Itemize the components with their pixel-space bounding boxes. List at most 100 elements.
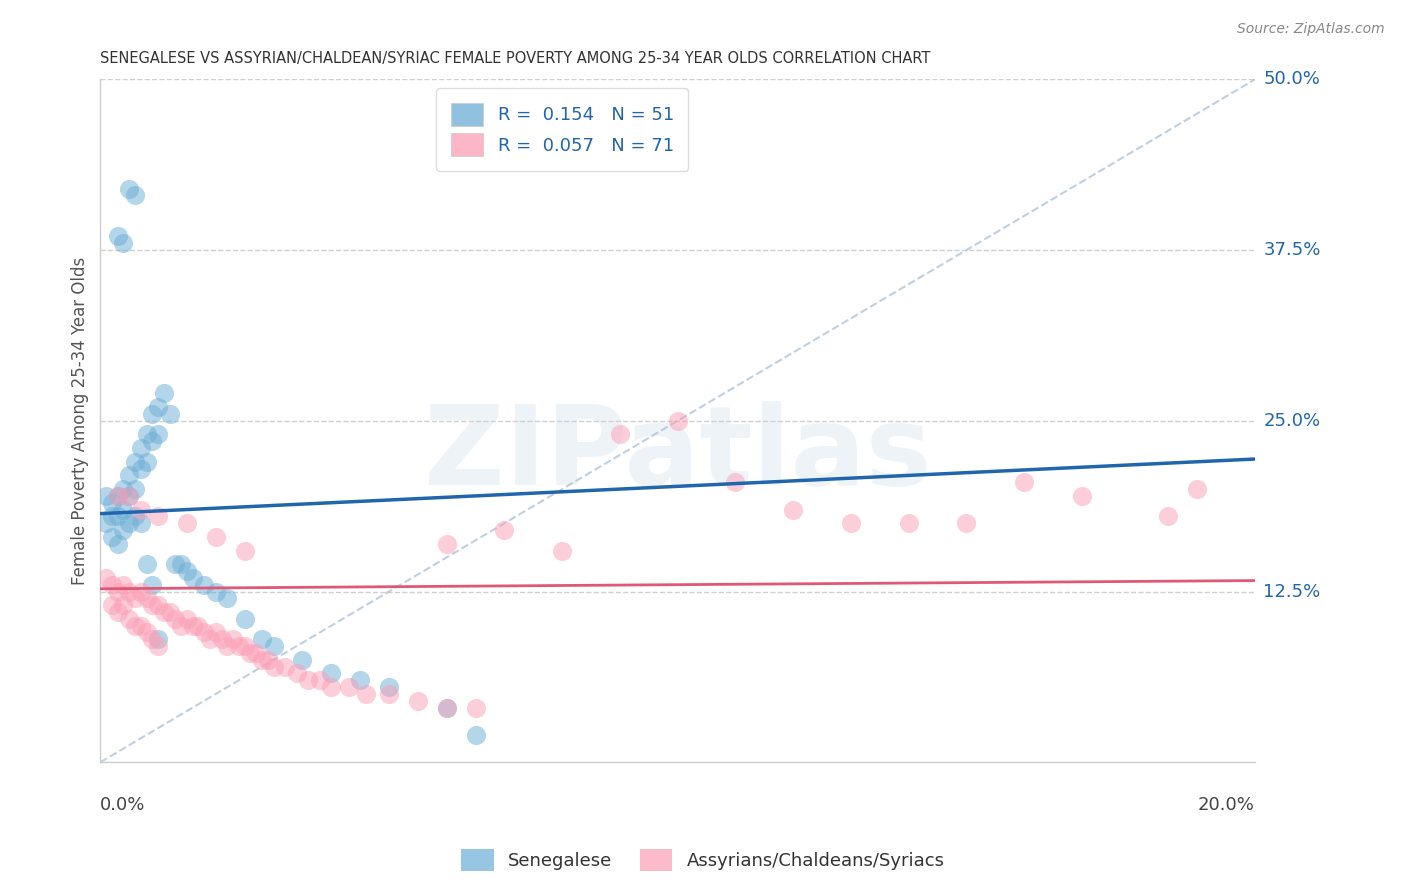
Point <box>256 653 278 667</box>
Point <box>187 618 209 632</box>
Point <box>1012 475 1035 490</box>
Point <box>782 502 804 516</box>
Point <box>118 489 141 503</box>
Text: 25.0%: 25.0% <box>1264 412 1320 430</box>
Point <box>141 632 163 647</box>
Point <box>245 646 267 660</box>
Point <box>112 577 135 591</box>
Point <box>285 666 308 681</box>
Point <box>378 680 401 694</box>
Point <box>112 482 135 496</box>
Point <box>176 516 198 531</box>
Point <box>124 482 146 496</box>
Point <box>204 530 226 544</box>
Point <box>118 181 141 195</box>
Point <box>135 427 157 442</box>
Point <box>228 639 250 653</box>
Point <box>897 516 920 531</box>
Point <box>321 680 343 694</box>
Point <box>124 188 146 202</box>
Point <box>118 489 141 503</box>
Text: 0.0%: 0.0% <box>100 797 146 814</box>
Point <box>153 386 176 401</box>
Point <box>118 468 141 483</box>
Point <box>724 475 747 490</box>
Text: SENEGALESE VS ASSYRIAN/CHALDEAN/SYRIAC FEMALE POVERTY AMONG 25-34 YEAR OLDS CORR: SENEGALESE VS ASSYRIAN/CHALDEAN/SYRIAC F… <box>100 51 931 66</box>
Point <box>159 407 181 421</box>
Text: Source: ZipAtlas.com: Source: ZipAtlas.com <box>1237 22 1385 37</box>
Point <box>337 680 360 694</box>
Point <box>101 577 124 591</box>
Point <box>141 407 163 421</box>
Point <box>170 557 193 571</box>
Point <box>129 584 152 599</box>
Text: ZIPatlas: ZIPatlas <box>423 401 932 508</box>
Point <box>233 639 256 653</box>
Point <box>146 598 169 612</box>
Point <box>124 591 146 606</box>
Point <box>165 612 187 626</box>
Point <box>250 653 273 667</box>
Point <box>204 584 226 599</box>
Point <box>135 625 157 640</box>
Point <box>141 434 163 449</box>
Point <box>211 632 233 647</box>
Point <box>159 605 181 619</box>
Point <box>436 537 458 551</box>
Point <box>146 400 169 414</box>
Point <box>666 414 689 428</box>
Point <box>436 700 458 714</box>
Point <box>165 557 187 571</box>
Point <box>406 694 429 708</box>
Text: 37.5%: 37.5% <box>1264 241 1320 259</box>
Point <box>1187 482 1209 496</box>
Point <box>354 687 377 701</box>
Point <box>94 489 117 503</box>
Point <box>551 543 574 558</box>
Point <box>250 632 273 647</box>
Point <box>464 700 486 714</box>
Point <box>129 516 152 531</box>
Point <box>101 530 124 544</box>
Point <box>955 516 977 531</box>
Point <box>118 516 141 531</box>
Point <box>112 523 135 537</box>
Point <box>193 577 215 591</box>
Point <box>233 543 256 558</box>
Point <box>101 496 124 510</box>
Point <box>146 632 169 647</box>
Point <box>135 591 157 606</box>
Point <box>107 229 129 244</box>
Point <box>107 489 129 503</box>
Point <box>217 639 239 653</box>
Point <box>124 618 146 632</box>
Point <box>239 646 262 660</box>
Point <box>112 502 135 516</box>
Point <box>176 612 198 626</box>
Point <box>146 639 169 653</box>
Point <box>112 236 135 251</box>
Point <box>222 632 245 647</box>
Point <box>349 673 371 688</box>
Point <box>129 502 152 516</box>
Point <box>263 639 285 653</box>
Point <box>135 455 157 469</box>
Point <box>291 653 314 667</box>
Point <box>193 625 215 640</box>
Point <box>141 598 163 612</box>
Point <box>153 605 176 619</box>
Point <box>263 659 285 673</box>
Point <box>129 461 152 475</box>
Point <box>181 618 204 632</box>
Text: 50.0%: 50.0% <box>1264 70 1320 88</box>
Point <box>101 509 124 524</box>
Point <box>129 441 152 455</box>
Point <box>436 700 458 714</box>
Point <box>124 455 146 469</box>
Legend: R =  0.154   N = 51, R =  0.057   N = 71: R = 0.154 N = 51, R = 0.057 N = 71 <box>436 88 689 171</box>
Point <box>308 673 330 688</box>
Point <box>609 427 631 442</box>
Point <box>107 489 129 503</box>
Point <box>94 571 117 585</box>
Point <box>494 523 516 537</box>
